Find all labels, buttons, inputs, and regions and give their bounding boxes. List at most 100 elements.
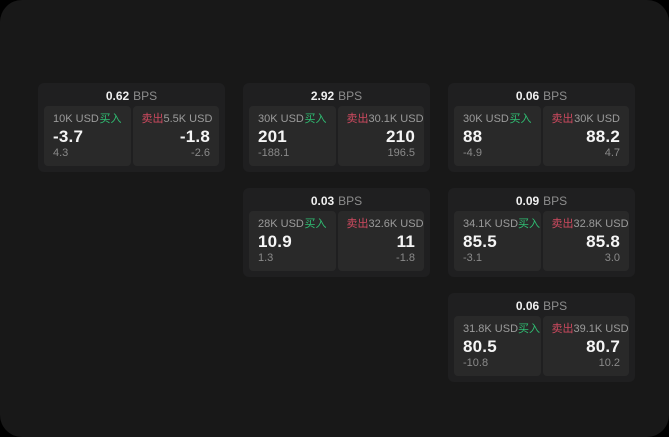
buy-amount: 34.1K USD — [463, 218, 519, 230]
buy-panel[interactable]: 28K USD 买入 10.9 1.3 — [249, 211, 336, 271]
bps-unit-label: BPS — [543, 194, 568, 208]
quote-card: 0.62 BPS 10K USD 买入 -3.7 4.3 卖出 5.5K USD… — [38, 83, 225, 172]
buy-amount: 31.8K USD — [463, 323, 519, 335]
sell-price: 80.7 — [586, 337, 620, 356]
buy-price: 85.5 — [463, 232, 497, 251]
buy-amount: 10K USD — [53, 113, 99, 125]
sell-price: 85.8 — [586, 232, 620, 251]
quote-card: 0.03 BPS 28K USD 买入 10.9 1.3 卖出 32.6K US… — [243, 188, 430, 277]
buy-price: 10.9 — [258, 232, 292, 251]
sell-amount: 32.6K USD — [368, 218, 424, 230]
sell-badge: 卖出 — [551, 218, 574, 230]
sell-delta: 196.5 — [387, 147, 415, 159]
bps-value: 0.06 — [515, 299, 540, 313]
sell-amount: 30.1K USD — [368, 113, 424, 125]
buy-price: 88 — [463, 127, 483, 146]
buy-price: 80.5 — [463, 337, 497, 356]
card-header: 0.03 BPS — [249, 192, 424, 211]
buy-amount: 28K USD — [258, 218, 304, 230]
bps-value: 0.09 — [515, 194, 540, 208]
buy-panel-header: 28K USD 买入 — [258, 218, 327, 231]
sell-amount: 30K USD — [574, 113, 620, 125]
buy-panel[interactable]: 31.8K USD 买入 80.5 -10.8 — [454, 316, 541, 376]
buy-delta: -188.1 — [258, 147, 290, 159]
buy-sell-panels: 30K USD 买入 88 -4.9 卖出 30K USD 88.2 4.7 — [454, 106, 629, 166]
buy-panel[interactable]: 30K USD 买入 201 -188.1 — [249, 106, 336, 166]
sell-panel-header: 卖出 5.5K USD — [141, 113, 213, 126]
bps-value: 2.92 — [310, 89, 335, 103]
buy-panel-header: 10K USD 买入 — [53, 113, 122, 126]
buy-badge: 买入 — [99, 113, 122, 125]
buy-badge: 买入 — [304, 218, 327, 230]
sell-panel-header: 卖出 32.6K USD — [346, 218, 424, 231]
buy-delta: 1.3 — [258, 252, 274, 264]
sell-panel-header: 卖出 30K USD — [552, 113, 621, 126]
sell-price: -1.8 — [179, 127, 210, 146]
buy-sell-panels: 10K USD 买入 -3.7 4.3 卖出 5.5K USD -1.8 -2.… — [44, 106, 219, 166]
buy-badge: 买入 — [509, 113, 532, 125]
sell-panel-header: 卖出 32.8K USD — [551, 218, 629, 231]
bps-unit-label: BPS — [338, 89, 363, 103]
sell-badge: 卖出 — [141, 113, 164, 125]
sell-panel[interactable]: 卖出 39.1K USD 80.7 10.2 — [542, 316, 629, 376]
quote-cards-grid: 0.62 BPS 10K USD 买入 -3.7 4.3 卖出 5.5K USD… — [38, 83, 635, 382]
buy-delta: -4.9 — [463, 147, 482, 159]
sell-delta: -1.8 — [396, 252, 415, 264]
buy-sell-panels: 34.1K USD 买入 85.5 -3.1 卖出 32.8K USD 85.8… — [454, 211, 629, 271]
sell-badge: 卖出 — [346, 113, 369, 125]
buy-badge: 买入 — [518, 323, 541, 335]
bps-value: 0.06 — [515, 89, 540, 103]
quote-card: 0.06 BPS 31.8K USD 买入 80.5 -10.8 卖出 39.1… — [448, 293, 635, 382]
buy-panel-header: 30K USD 买入 — [258, 113, 327, 126]
buy-sell-panels: 30K USD 买入 201 -188.1 卖出 30.1K USD 210 1… — [249, 106, 424, 166]
quote-card: 0.09 BPS 34.1K USD 买入 85.5 -3.1 卖出 32.8K… — [448, 188, 635, 277]
sell-panel[interactable]: 卖出 30.1K USD 210 196.5 — [337, 106, 424, 166]
sell-amount: 39.1K USD — [573, 323, 629, 335]
sell-delta: -2.6 — [191, 147, 210, 159]
buy-badge: 买入 — [304, 113, 327, 125]
bps-unit-label: BPS — [543, 299, 568, 313]
buy-price: 201 — [258, 127, 287, 146]
buy-amount: 30K USD — [258, 113, 304, 125]
sell-price: 210 — [386, 127, 415, 146]
bps-unit-label: BPS — [543, 89, 568, 103]
card-header: 0.06 BPS — [454, 297, 629, 316]
card-header: 2.92 BPS — [249, 87, 424, 106]
buy-delta: -10.8 — [463, 357, 489, 369]
buy-delta: -3.1 — [463, 252, 482, 264]
sell-delta: 10.2 — [598, 357, 620, 369]
buy-panel-header: 30K USD 买入 — [463, 113, 532, 126]
sell-panel[interactable]: 卖出 32.8K USD 85.8 3.0 — [542, 211, 629, 271]
buy-panel-header: 34.1K USD 买入 — [463, 218, 540, 231]
bps-value: 0.62 — [105, 89, 130, 103]
buy-panel[interactable]: 34.1K USD 买入 85.5 -3.1 — [454, 211, 541, 271]
sell-price: 11 — [396, 232, 415, 251]
buy-panel[interactable]: 30K USD 买入 88 -4.9 — [454, 106, 541, 166]
sell-panel[interactable]: 卖出 32.6K USD 11 -1.8 — [337, 211, 424, 271]
sell-badge: 卖出 — [551, 113, 574, 125]
quote-card: 0.06 BPS 30K USD 买入 88 -4.9 卖出 30K USD 8… — [448, 83, 635, 172]
sell-delta: 3.0 — [604, 252, 620, 264]
sell-panel-header: 卖出 30.1K USD — [346, 113, 424, 126]
buy-badge: 买入 — [518, 218, 541, 230]
buy-panel-header: 31.8K USD 买入 — [463, 323, 540, 336]
sell-amount: 5.5K USD — [163, 113, 213, 125]
bps-unit-label: BPS — [133, 89, 158, 103]
buy-sell-panels: 28K USD 买入 10.9 1.3 卖出 32.6K USD 11 -1.8 — [249, 211, 424, 271]
sell-panel-header: 卖出 39.1K USD — [551, 323, 629, 336]
buy-delta: 4.3 — [53, 147, 69, 159]
sell-badge: 卖出 — [551, 323, 574, 335]
card-header: 0.09 BPS — [454, 192, 629, 211]
sell-badge: 卖出 — [346, 218, 369, 230]
bps-unit-label: BPS — [338, 194, 363, 208]
sell-panel[interactable]: 卖出 30K USD 88.2 4.7 — [542, 106, 629, 166]
buy-panel[interactable]: 10K USD 买入 -3.7 4.3 — [44, 106, 131, 166]
quote-card: 2.92 BPS 30K USD 买入 201 -188.1 卖出 30.1K … — [243, 83, 430, 172]
buy-amount: 30K USD — [463, 113, 509, 125]
sell-amount: 32.8K USD — [573, 218, 629, 230]
sell-delta: 4.7 — [604, 147, 620, 159]
bps-value: 0.03 — [310, 194, 335, 208]
buy-sell-panels: 31.8K USD 买入 80.5 -10.8 卖出 39.1K USD 80.… — [454, 316, 629, 376]
sell-panel[interactable]: 卖出 5.5K USD -1.8 -2.6 — [132, 106, 219, 166]
